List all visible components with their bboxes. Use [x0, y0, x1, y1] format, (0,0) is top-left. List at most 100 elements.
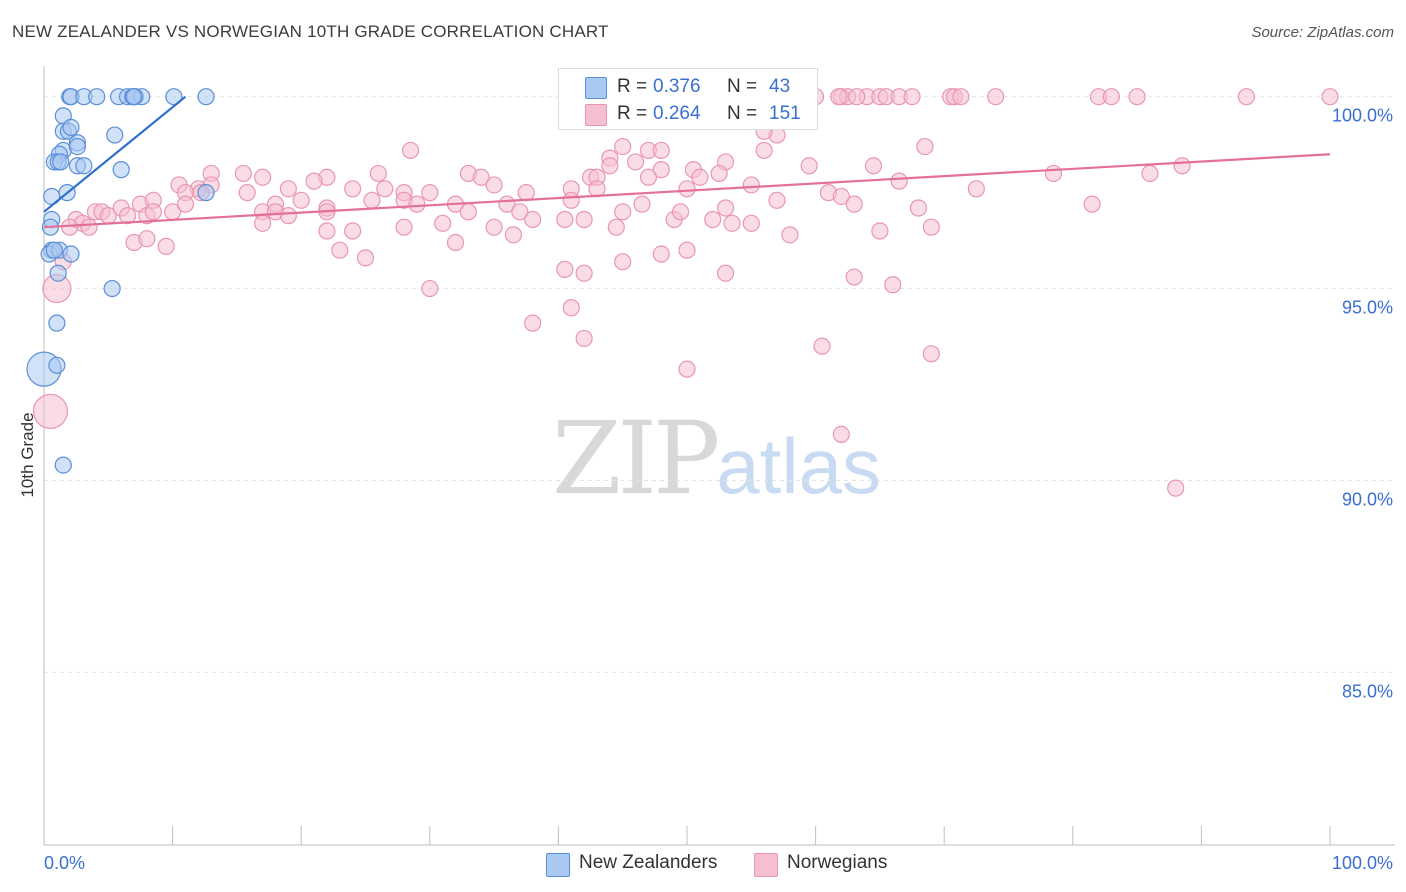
norwegian-point: [723, 214, 741, 232]
norwegian-point: [967, 180, 985, 198]
norwegian-point: [626, 153, 645, 171]
norwegian-point: [830, 88, 848, 106]
norwegian-point: [768, 191, 786, 209]
legend-n-label: N =: [727, 103, 758, 124]
norwegian-point: [395, 218, 413, 236]
norwegian-point: [832, 425, 850, 443]
y-tick-label: 90.0%: [1342, 489, 1393, 509]
norwegian-point: [118, 207, 137, 225]
legend-n-value: 151: [769, 103, 801, 124]
norwegian-point: [922, 218, 940, 236]
norwegian-point: [1102, 88, 1120, 106]
norwegian-point: [344, 222, 362, 240]
new-zealander-point: [103, 279, 121, 298]
norwegian-point: [652, 141, 670, 160]
new-zealander-point: [68, 137, 87, 156]
norwegian-point: [800, 157, 818, 175]
norwegian-point: [884, 276, 902, 294]
norwegian-point: [61, 218, 79, 236]
norwegian-point: [871, 222, 889, 240]
norwegian-point: [716, 264, 735, 282]
norwegian-point: [716, 199, 735, 217]
legend-r-value: 0.264: [653, 103, 701, 124]
legend-r-value: 0.376: [653, 76, 701, 97]
stats-legend: R = 0.376 N = 43 R = 0.264 N = 151: [558, 68, 818, 130]
norwegian-trend-line: [43, 153, 1331, 229]
watermark-atlas: atlas: [716, 422, 882, 510]
new-zealander-point: [88, 88, 106, 106]
norwegian-point: [832, 187, 850, 206]
norwegian-point: [138, 230, 156, 248]
norwegian-point: [575, 329, 593, 348]
norwegian-point: [845, 195, 863, 213]
new-zealander-point: [106, 126, 124, 144]
norwegian-point: [356, 249, 375, 267]
norwegian-point: [588, 180, 606, 198]
norwegian-point: [742, 176, 760, 194]
norwegian-point: [678, 241, 696, 259]
norwegian-point: [511, 203, 529, 221]
norwegian-point: [742, 214, 760, 232]
norwegian-point: [363, 191, 381, 209]
norwegian-point: [144, 203, 162, 221]
bottom-legend-swatch-blue: [546, 853, 570, 877]
norwegian-point: [1321, 88, 1339, 106]
new-zealander-point: [49, 264, 67, 282]
legend-n-label: N =: [727, 76, 758, 97]
norwegian-point: [331, 241, 349, 259]
norwegian-point: [556, 260, 574, 278]
norwegian-point: [1167, 479, 1185, 497]
norwegian-point: [446, 233, 465, 252]
norwegian-point: [524, 210, 542, 229]
new-zealander-point: [125, 88, 143, 106]
norwegian-point: [344, 180, 362, 198]
norwegian-point: [459, 203, 477, 221]
norwegian-point: [813, 337, 831, 355]
bottom-legend-label: New Zealanders: [579, 852, 718, 873]
norwegian-point: [575, 210, 593, 229]
norwegian-point: [890, 172, 908, 190]
norwegian-point: [614, 203, 632, 221]
new-zealander-point: [48, 314, 66, 332]
norwegian-point: [305, 172, 323, 190]
new-zealander-point: [48, 356, 66, 374]
norwegian-point: [652, 161, 670, 179]
norwegian-point: [254, 168, 272, 186]
source-label: Source: ZipAtlas.com: [1251, 24, 1394, 41]
new-zealander-point: [62, 245, 80, 263]
norwegian-point: [80, 218, 98, 236]
norwegian-point: [755, 141, 773, 160]
norwegian-point: [292, 191, 310, 209]
norwegian-point: [472, 168, 490, 186]
norwegian-point: [781, 226, 799, 244]
norwegian-point: [369, 164, 387, 183]
norwegian-point: [1237, 88, 1256, 106]
new-zealander-point: [197, 88, 215, 106]
norwegian-point: [421, 184, 439, 202]
norwegian-point: [279, 180, 297, 198]
legend-r-label: R =: [617, 103, 648, 124]
new-zealander-point: [165, 88, 183, 106]
norwegian-point: [952, 88, 970, 106]
norwegian-point: [987, 88, 1005, 106]
norwegian-point: [671, 203, 690, 221]
norwegian-point: [562, 299, 580, 317]
norwegian-point: [254, 214, 272, 232]
norwegian-point: [639, 168, 658, 186]
new-zealander-point: [197, 184, 215, 202]
new-zealander-point: [62, 118, 80, 136]
chart-title: NEW ZEALANDER VS NORWEGIAN 10TH GRADE CO…: [12, 22, 609, 41]
new-zealander-point: [112, 161, 130, 179]
norwegian-point: [678, 180, 696, 198]
norwegian-point: [157, 237, 175, 255]
norwegian-point: [909, 199, 928, 217]
norwegian-point: [903, 88, 921, 106]
norwegian-point: [922, 345, 940, 363]
norwegian-point: [32, 393, 69, 429]
new-zealander-point: [45, 241, 63, 259]
norwegian-point: [421, 279, 439, 298]
norwegian-point: [318, 222, 336, 240]
norwegian-point: [401, 141, 420, 160]
norwegian-point: [1044, 164, 1063, 183]
